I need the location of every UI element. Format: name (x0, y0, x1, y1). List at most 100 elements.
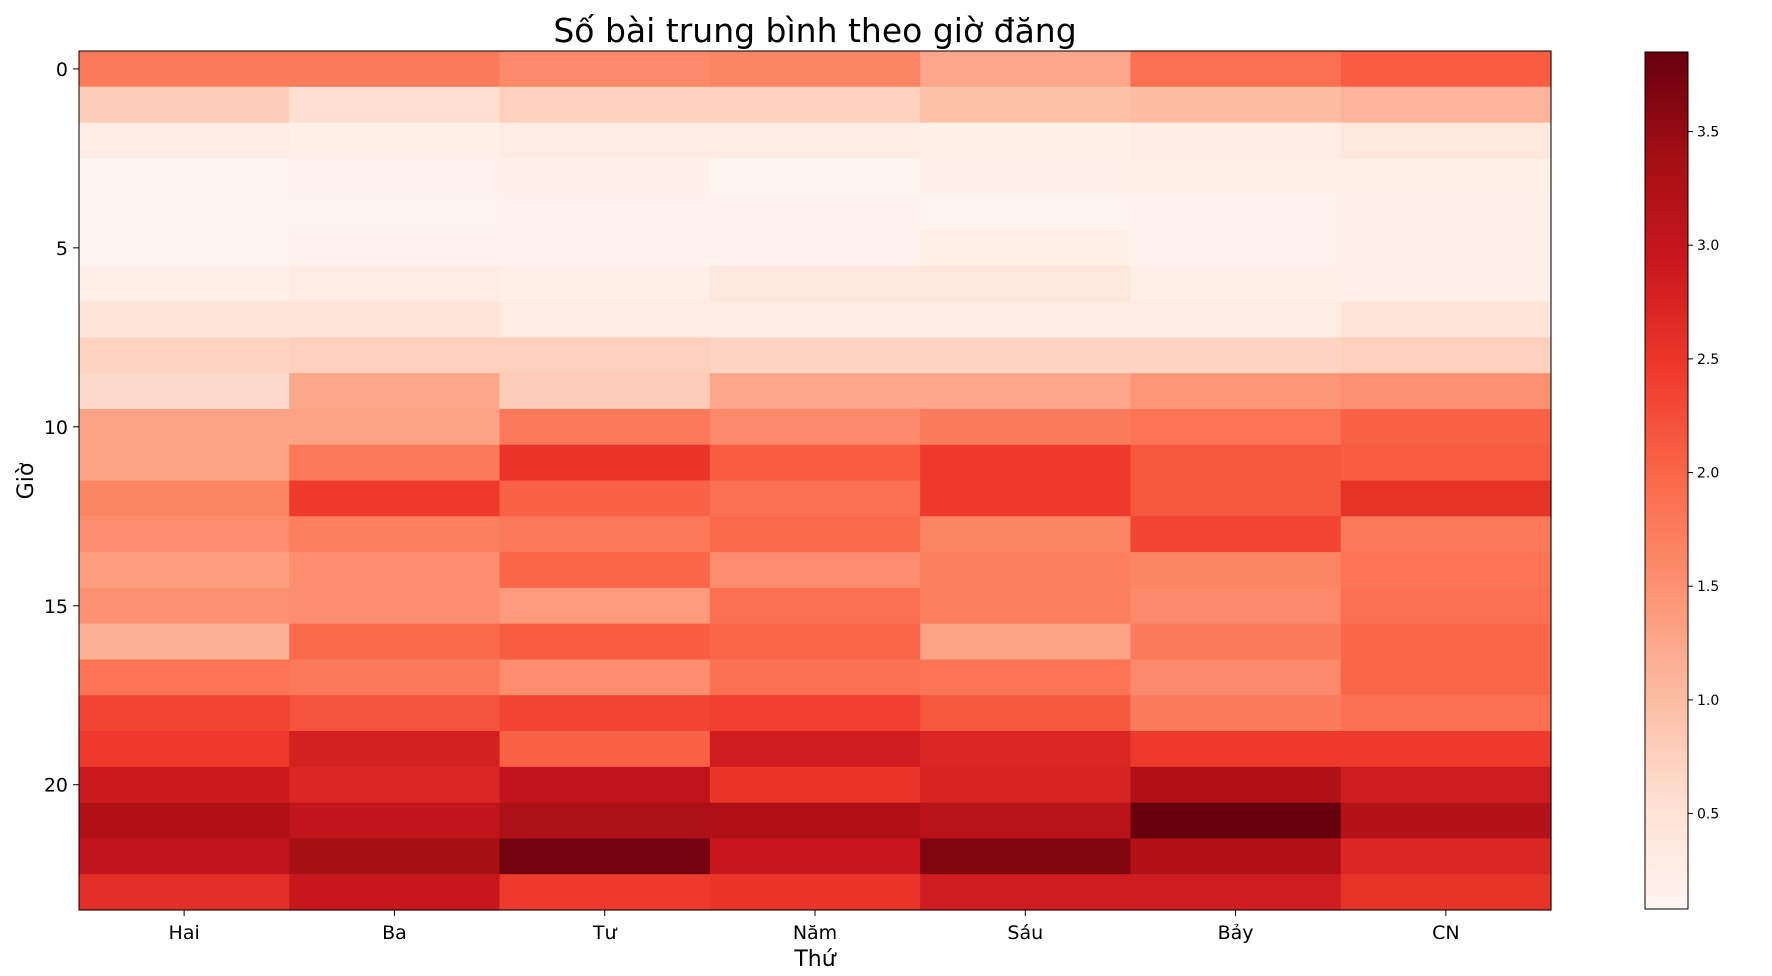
heatmap-cell (1130, 408, 1342, 446)
heatmap-cell (920, 122, 1132, 159)
colorbar-tick-label: 3.0 (1697, 238, 1719, 254)
heatmap-cell (499, 552, 711, 589)
heatmap-cell (709, 552, 921, 589)
heatmap-cell (1130, 838, 1342, 875)
heatmap-cell (709, 265, 921, 303)
y-tick-label: 5 (56, 238, 68, 260)
heatmap-cell (920, 51, 1132, 88)
heatmap-cell (79, 158, 290, 195)
heatmap-cell (709, 444, 921, 482)
heatmap-cell (499, 480, 711, 517)
heatmap-cell (709, 86, 921, 124)
heatmap-cell (289, 86, 501, 124)
heatmap-cell (289, 408, 501, 446)
heatmap-cell (499, 337, 711, 374)
heatmap-cell (920, 874, 1132, 911)
heatmap-cell (1340, 444, 1552, 482)
heatmap-cell (499, 802, 711, 840)
colorbar-tick-label: 2.0 (1697, 466, 1719, 482)
heatmap-cell (79, 659, 290, 696)
heatmap-cell (920, 516, 1132, 553)
x-tick-label: Bảy (1218, 922, 1254, 944)
heatmap-cell (920, 229, 1132, 267)
heatmap-cell (1130, 731, 1342, 768)
heatmap-cell (1340, 408, 1552, 446)
heatmap-cell (289, 552, 501, 589)
heatmap-cell (1340, 838, 1552, 875)
heatmap-cell (79, 51, 290, 88)
heatmap-cell (709, 802, 921, 840)
heatmap-cell (1130, 623, 1342, 661)
heatmap-cell (920, 587, 1132, 625)
heatmap-cell (79, 838, 290, 875)
heatmap-cell (289, 802, 501, 840)
colorbar: 0.5 1.0 1.5 2.0 2.5 3.0 3.5 (1644, 51, 1719, 910)
heatmap-cell (499, 623, 711, 661)
heatmap-cell (1340, 552, 1552, 589)
x-tick-label: Ba (382, 922, 407, 944)
heatmap-cell (1340, 623, 1552, 661)
heatmap-cell (289, 301, 501, 338)
heatmap-cell (1130, 766, 1342, 804)
heatmap-cell (1340, 337, 1552, 374)
colorbar-tick-label: 0.5 (1697, 807, 1719, 823)
heatmap-cell (1130, 265, 1342, 303)
heatmap-cell (499, 194, 711, 231)
colorbar-tick-label: 1.0 (1697, 693, 1719, 709)
heatmap-cell (920, 623, 1132, 661)
heatmap-cell (79, 301, 290, 338)
heatmap-cell (1340, 516, 1552, 553)
heatmap-cell (709, 373, 921, 410)
heatmap-cell (709, 301, 921, 338)
heatmap-cell (289, 444, 501, 482)
heatmap-cell (499, 51, 711, 88)
colorbar-tick-label: 2.5 (1697, 352, 1719, 368)
heatmap-cell (709, 516, 921, 553)
heatmap-cell (1130, 516, 1342, 553)
heatmap-cell (920, 731, 1132, 768)
heatmap-cell (1340, 731, 1552, 768)
heatmap-cell (79, 265, 290, 303)
heatmap-cell (709, 229, 921, 267)
y-axis-ticks: 0 5 10 15 20 (44, 59, 79, 797)
heatmap-cell (289, 623, 501, 661)
heatmap-cell (79, 731, 290, 768)
heatmap-cell (79, 229, 290, 267)
heatmap-cell (499, 444, 711, 482)
heatmap-cell (1340, 659, 1552, 696)
heatmap-cell (289, 194, 501, 231)
heatmap-cell (79, 444, 290, 482)
heatmap-cell (499, 731, 711, 768)
heatmap-cells (79, 51, 1552, 911)
heatmap-cell (499, 122, 711, 159)
heatmap-cell (289, 874, 501, 911)
heatmap-cell (289, 838, 501, 875)
heatmap-cell (920, 552, 1132, 589)
heatmap-cell (79, 194, 290, 231)
heatmap-cell (1130, 587, 1342, 625)
heatmap-cell (289, 122, 501, 159)
heatmap-cell (79, 408, 290, 446)
heatmap-cell (289, 480, 501, 517)
heatmap-cell (709, 337, 921, 374)
heatmap-cell (79, 874, 290, 911)
x-axis-ticks: Hai Ba Tư Năm Sáu Bảy CN (169, 910, 1460, 944)
y-tick-label: 0 (56, 59, 68, 81)
heatmap-cell (289, 587, 501, 625)
heatmap-cell (499, 516, 711, 553)
heatmap-cell (920, 194, 1132, 231)
heatmap-cell (289, 51, 501, 88)
heatmap-cell (709, 838, 921, 875)
heatmap-cell (1130, 802, 1342, 840)
heatmap-cell (1340, 695, 1552, 732)
heatmap-cell (79, 516, 290, 553)
heatmap-cell (920, 695, 1132, 732)
x-tick-label: Sáu (1007, 922, 1043, 944)
heatmap-cell (1130, 373, 1342, 410)
heatmap-cell (499, 86, 711, 124)
heatmap-cell (289, 516, 501, 553)
heatmap-cell (1130, 229, 1342, 267)
heatmap-cell (499, 838, 711, 875)
chart-title: Số bài trung bình theo giờ đăng (553, 11, 1076, 50)
